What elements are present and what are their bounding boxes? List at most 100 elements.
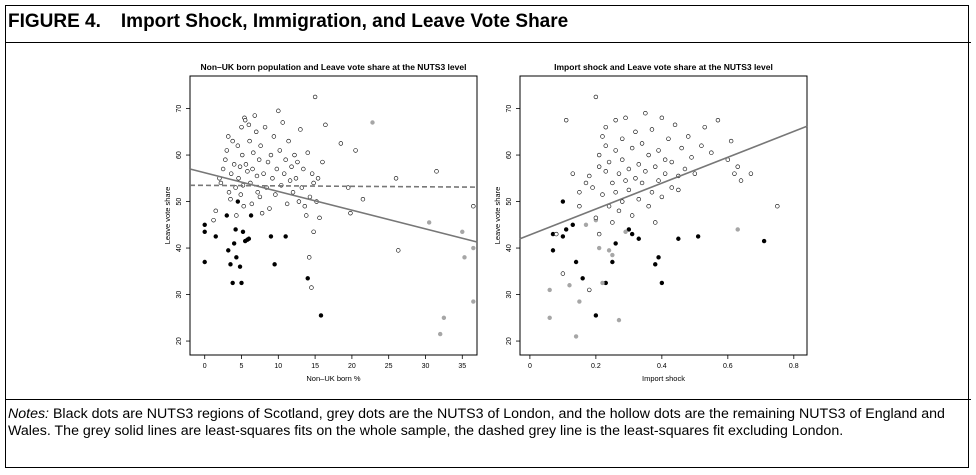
data-point-london [547,287,552,293]
data-point-england-wales [304,213,309,218]
notes-rule [5,399,971,400]
data-point-scotland [580,276,585,281]
y-tick-label: 30 [506,291,513,299]
data-point-london [441,315,447,320]
data-point-england-wales [281,171,287,176]
data-point-england-wales [393,176,399,181]
data-point-london [596,245,602,251]
data-point-england-wales [247,138,252,144]
data-point-england-wales [213,208,218,214]
data-point-england-wales [251,150,256,155]
data-point-england-wales [273,192,278,197]
data-point-england-wales [307,194,313,200]
data-point-england-wales [649,127,655,132]
y-tick-label: 70 [176,105,183,113]
data-point-england-wales [616,171,622,176]
data-point-england-wales [226,134,231,139]
data-point-england-wales [620,157,625,162]
data-point-england-wales [603,143,608,148]
x-tick-label: 15 [311,363,319,370]
figure-notes: Notes: Black dots are NUTS3 regions of S… [8,406,958,440]
data-point-england-wales [613,117,618,123]
data-point-england-wales [292,152,297,158]
data-point-scotland [626,227,632,232]
data-point-england-wales [728,138,734,144]
data-point-england-wales [587,173,592,179]
data-point-england-wales [230,138,235,144]
data-point-scotland [570,222,575,228]
notes-text: Black dots are NUTS3 regions of Scotland… [8,406,945,439]
data-point-england-wales [643,169,648,174]
data-point-scotland [246,236,252,241]
data-point-london [462,255,467,260]
data-point-england-wales [686,134,691,139]
data-point-london [547,315,552,320]
data-point-england-wales [596,231,602,237]
data-point-england-wales [662,157,668,162]
data-point-england-wales [259,210,265,216]
data-point-scotland [593,313,599,318]
plot-title: Import shock and Leave vote share at the… [554,62,773,72]
data-point-london [573,334,579,339]
data-point-england-wales [583,180,589,186]
data-point-england-wales [254,129,259,135]
data-point-england-wales [276,108,281,114]
data-point-scotland [202,229,207,234]
data-point-england-wales [471,204,476,209]
data-point-london [583,222,589,228]
data-point-england-wales [596,152,602,158]
data-point-scotland [202,259,207,265]
data-point-scotland [636,236,641,241]
data-point-england-wales [653,220,658,225]
data-point-england-wales [606,159,612,165]
y-axis-label: Leave vote share [163,187,172,245]
y-tick-label: 20 [176,337,183,345]
data-point-london [735,227,740,232]
data-point-england-wales [577,204,582,209]
data-point-england-wales [626,166,632,172]
data-point-england-wales [293,176,299,181]
data-point-england-wales [348,210,353,216]
data-point-england-wales [223,157,228,162]
data-point-london [623,229,628,234]
y-tick-label: 50 [506,198,513,206]
data-point-england-wales [649,190,655,195]
data-point-england-wales [240,152,245,158]
fit-line-solid [189,168,478,243]
data-point-england-wales [679,145,684,151]
data-point-scotland [239,280,244,286]
data-point-scotland [213,234,218,239]
data-point-england-wales [311,229,316,234]
data-point-london [438,331,443,337]
data-point-scotland [248,213,254,218]
data-point-scotland [272,262,277,267]
data-point-england-wales [600,134,605,139]
data-point-england-wales [636,197,641,202]
data-point-england-wales [265,159,271,165]
data-point-scotland [560,234,566,239]
data-point-england-wales [338,141,344,146]
data-point-england-wales [735,164,740,169]
data-point-england-wales [570,171,575,176]
data-point-england-wales [662,171,668,176]
data-point-england-wales [699,143,704,148]
x-tick-label: 20 [348,363,356,370]
x-tick-label: 0.2 [591,363,601,370]
data-point-england-wales [775,204,780,209]
data-point-england-wales [659,115,665,121]
data-point-england-wales [241,204,246,209]
data-point-scotland [659,280,665,286]
data-point-scotland [656,255,661,260]
data-point-england-wales [613,148,618,153]
data-point-england-wales [623,115,628,121]
x-axis-label: Import shock [642,374,685,383]
data-point-england-wales [249,201,255,207]
data-point-england-wales [274,166,280,172]
data-point-scotland [230,280,235,286]
data-point-england-wales [252,113,257,118]
data-point-england-wales [659,194,665,200]
data-point-scotland [610,259,615,265]
data-point-england-wales [243,162,249,167]
x-tick-label: 0 [203,363,207,370]
data-point-england-wales [346,185,351,190]
